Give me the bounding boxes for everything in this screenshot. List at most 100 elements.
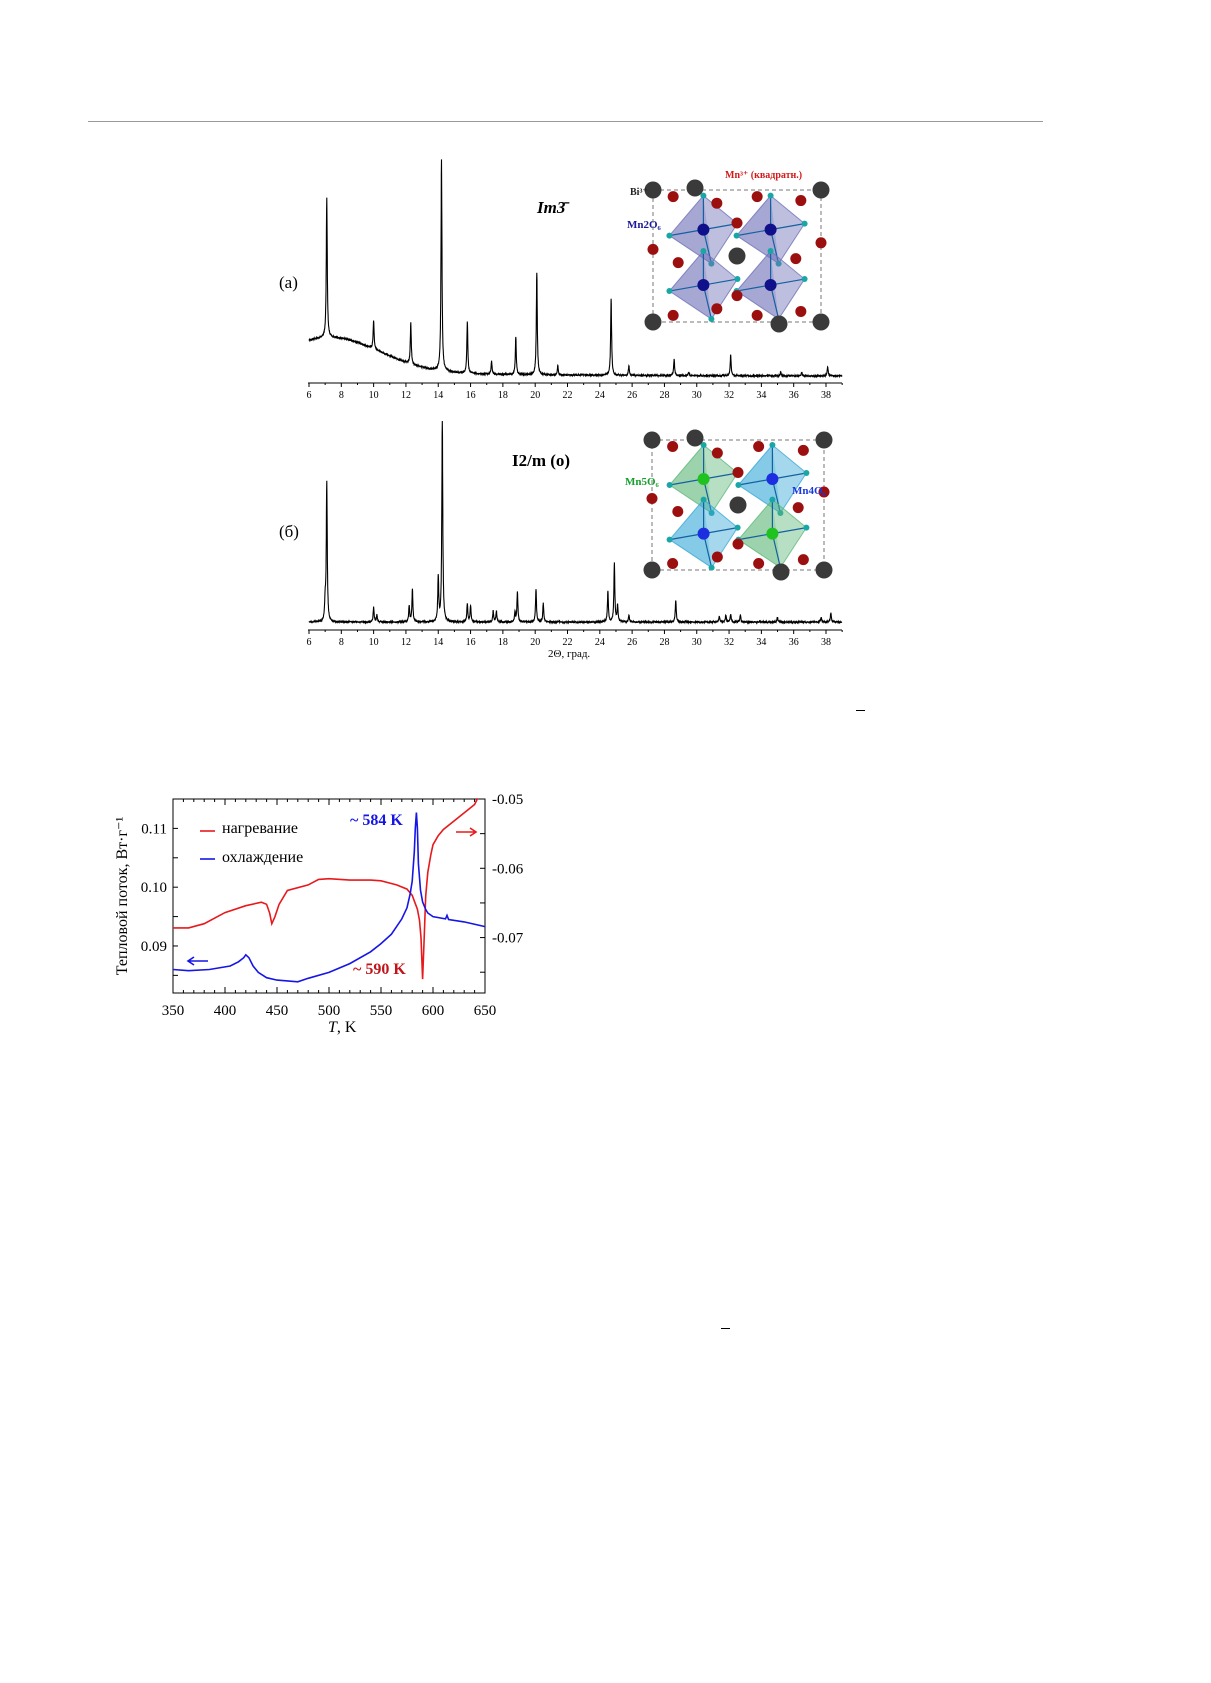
bi-atom <box>643 431 661 449</box>
xrd-tick-label: 26 <box>627 390 637 401</box>
xrd-tick-label: 34 <box>756 390 766 401</box>
xrd-pattern-1 <box>308 420 843 625</box>
mn-square-atom <box>732 538 744 550</box>
arrow-left-icon <box>186 956 208 966</box>
x-tick-label: 450 <box>266 1003 289 1019</box>
octahedron-face <box>736 251 779 320</box>
overbar-mark <box>721 1328 730 1329</box>
xrd-tick-label: 28 <box>659 390 669 401</box>
bi-atom <box>812 181 830 199</box>
bi-atom <box>815 431 833 449</box>
oxygen-atom <box>777 510 784 516</box>
oxygen-atom <box>775 260 782 267</box>
dsc-frame <box>172 798 486 994</box>
annotation-590k: ~ 590 K <box>353 961 406 978</box>
mn-square-atom <box>731 290 743 302</box>
mn-atom <box>764 223 777 236</box>
xrd-tick-label: 24 <box>595 390 605 401</box>
xrd-tick-label: 28 <box>659 637 669 648</box>
bi-atom <box>644 181 662 199</box>
octahedron-face <box>669 251 712 320</box>
octahedron-face <box>669 499 712 568</box>
y-left-tick-label: 0.11 <box>141 821 167 837</box>
xrd-tick-label: 22 <box>563 637 573 648</box>
xrd-tick-label: 20 <box>530 390 540 401</box>
mn-atom <box>697 223 710 236</box>
mn-square-atom <box>711 551 723 563</box>
legend-heating: нагревание <box>222 820 298 837</box>
mn-square-atom <box>672 506 684 517</box>
y-left-tick-label: 0.10 <box>141 880 167 896</box>
xrd-tick-label: 16 <box>466 637 476 648</box>
oxygen-atom <box>700 248 707 255</box>
xrd-tick-label: 22 <box>563 390 573 401</box>
octahedron-face <box>669 195 712 264</box>
xrd-tick-label: 38 <box>821 637 831 648</box>
structure-im3 <box>644 179 830 333</box>
unit-cell-box <box>652 189 822 323</box>
panel-a-label: (a) <box>279 273 298 292</box>
label-mn-square: Mn³⁺ (квадратн.) <box>725 170 803 181</box>
xrd-tick-label: 32 <box>724 637 734 648</box>
overbar-mark <box>856 710 865 711</box>
xrd-tick-label: 14 <box>433 390 443 401</box>
mn-square-atom <box>732 467 744 478</box>
octahedron-face <box>669 445 712 513</box>
xrd-tick-label: 12 <box>401 390 411 401</box>
mn-square-atom <box>751 191 763 203</box>
bi-atom <box>815 561 833 579</box>
dsc-series-heating <box>173 797 479 980</box>
mn-square-atom <box>790 253 802 265</box>
dsc-xlabel-k: , K <box>336 1019 357 1036</box>
oxygen-atom <box>734 524 741 531</box>
oxygen-atom <box>767 248 774 255</box>
y-left-tick-label: 0.09 <box>141 939 167 955</box>
mn-square-atom <box>731 217 743 229</box>
xrd-patterns: 6 8 10 12 14 16 18 20 22 24 26 28 30 32 34 36 38 6 8 10 12 14… <box>307 159 843 648</box>
unit-cell-box <box>651 439 825 571</box>
xrd-tick-label: 38 <box>821 390 831 401</box>
xrd-tick-label: 16 <box>466 390 476 401</box>
xrd-tick-label: 8 <box>339 637 344 648</box>
mn-square-atom <box>711 447 723 459</box>
xrd-tick-label: 24 <box>595 637 605 648</box>
mn-square-atom <box>797 554 809 566</box>
label-bi: Bi³⁺ <box>630 187 648 198</box>
xrd-tick-label: 8 <box>339 390 344 401</box>
xrd-tick-label: 26 <box>627 637 637 648</box>
xrd-tick-label: 6 <box>307 637 312 648</box>
mn-square-atom <box>753 441 765 452</box>
mn-atom <box>697 527 710 540</box>
mn-atom <box>766 527 779 540</box>
oxygen-atom <box>708 260 715 267</box>
mn-square-atom <box>647 243 659 255</box>
x-tick-label: 600 <box>422 1003 445 1019</box>
xrd-pattern-0 <box>308 159 843 379</box>
oxygen-atom <box>769 442 776 448</box>
mn-square-atom <box>667 309 679 321</box>
oxygen-atom <box>801 276 808 283</box>
dsc-xlabel-t: T <box>328 1019 337 1036</box>
label-mn2o6: Mn2O₆ <box>627 219 661 231</box>
xrd-xlabel: 2Θ, град. <box>548 648 591 660</box>
oxygen-atom <box>700 192 707 199</box>
oxygen-atom <box>801 220 808 227</box>
structure-i2m <box>643 429 833 581</box>
xrd-tick-label: 10 <box>369 390 379 401</box>
annotation-584k: ~ 584 K <box>350 812 403 829</box>
oxygen-atom <box>767 192 774 199</box>
octahedron-face <box>736 195 779 264</box>
oxygen-atom <box>708 564 715 571</box>
mn-square-atom <box>711 197 723 209</box>
mn-atom <box>764 279 777 292</box>
oxygen-atom <box>734 276 741 283</box>
mn-square-atom <box>667 558 679 569</box>
label-mn4o6: Mn4O₆ <box>792 485 826 497</box>
space-group-a: Im3̄ <box>537 198 566 217</box>
mn-square-atom <box>711 303 723 315</box>
bi-atom <box>770 315 788 333</box>
mn-square-atom <box>792 502 804 514</box>
crystal-structures <box>643 179 833 581</box>
oxygen-atom <box>769 496 776 503</box>
oxygen-atom <box>803 524 810 531</box>
